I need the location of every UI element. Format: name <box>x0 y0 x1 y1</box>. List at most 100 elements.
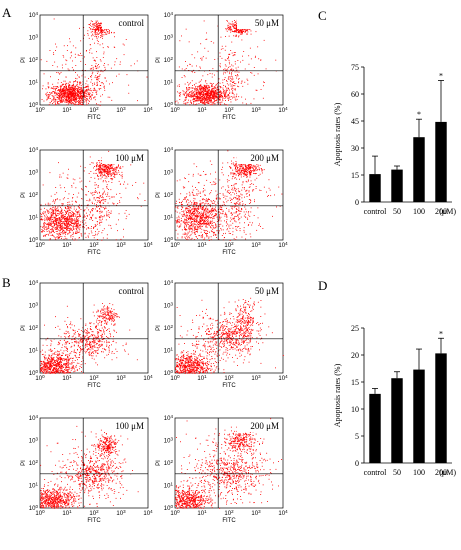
y-tick-label: 102 <box>29 56 39 65</box>
y-axis-label: PI <box>21 57 27 63</box>
y-axis-label: PI <box>21 192 27 198</box>
plot-label-background <box>237 285 281 297</box>
x-tick-label: 101 <box>62 106 72 115</box>
flow-plot-a-1: 50 μM 100 101 102 103 104 100 101 102 103 104 FITC P… <box>156 11 288 122</box>
plot-label: 100 μM <box>115 421 144 431</box>
x-tick-label: 102 <box>224 106 234 115</box>
flow-plot-a-3: 200 μM 100 101 102 103 104 100 101 102 103 104 FITC… <box>156 146 288 257</box>
x-unit-label: (μM) <box>439 207 456 216</box>
x-axis-label: FITC <box>222 518 236 524</box>
x-tick-label: 101 <box>62 509 72 518</box>
bar <box>391 378 403 463</box>
plot-label-background <box>102 420 146 432</box>
scatter-points <box>175 418 282 509</box>
y-tick-label: 10 <box>351 405 359 414</box>
plot-label-background <box>102 285 146 297</box>
x-tick-label: 103 <box>251 106 261 115</box>
y-tick-label: 100 <box>164 504 174 513</box>
x-axis-label: FITC <box>87 250 101 256</box>
x-tick-label: 100 <box>35 241 45 250</box>
y-tick-label: 101 <box>29 346 39 355</box>
bar-chart-c: 0 15 30 45 60 75 control 50 * 100 * 200(μM) Apoptosi… <box>333 63 456 216</box>
panel-letter-d: D <box>318 278 327 293</box>
x-tick-label: 103 <box>251 374 261 383</box>
y-tick-label: 75 <box>351 63 359 72</box>
y-tick-label: 104 <box>29 11 39 20</box>
y-tick-label: 100 <box>29 504 39 513</box>
y-axis-label: PI <box>21 460 27 466</box>
x-tick-label: 104 <box>143 509 153 518</box>
plot-label-background <box>102 152 146 164</box>
plot-label: 100 μM <box>115 153 144 163</box>
bar <box>413 137 425 202</box>
x-tick-label: 102 <box>224 241 234 250</box>
flow-plot-a-2: 100 μM 100 101 102 103 104 100 101 102 103 104 FITC… <box>21 146 153 257</box>
x-tick-label: 100 <box>35 509 45 518</box>
scatter-points <box>175 150 283 241</box>
flow-plot-b-3: 200 μM 100 101 102 103 104 100 101 102 103 104 FITC… <box>156 414 288 525</box>
x-tick-label: 100 <box>170 106 180 115</box>
y-tick-label: 101 <box>164 346 174 355</box>
x-axis-label: FITC <box>87 518 101 524</box>
x-tick-label: 102 <box>89 374 99 383</box>
x-axis-label: FITC <box>87 115 101 121</box>
bar <box>435 353 447 463</box>
y-axis-label: PI <box>21 325 27 331</box>
y-tick-label: 102 <box>164 191 174 200</box>
x-tick-label: 103 <box>251 241 261 250</box>
x-tick-label: 103 <box>116 374 126 383</box>
x-tick-label: 103 <box>116 509 126 518</box>
y-tick-label: 102 <box>29 459 39 468</box>
y-tick-label: 104 <box>29 146 39 155</box>
plot-label: 50 μM <box>255 18 279 28</box>
plot-label-background <box>237 152 281 164</box>
x-tick-label: 100 <box>170 374 180 383</box>
y-tick-label: 103 <box>29 301 39 310</box>
y-tick-label: 103 <box>29 33 39 42</box>
x-tick-label: 101 <box>62 374 72 383</box>
x-tick-label: 100 <box>35 374 45 383</box>
x-tick-label: 101 <box>197 106 207 115</box>
y-tick-label: 102 <box>164 324 174 333</box>
plot-label: control <box>119 286 145 296</box>
panel-letter-c: C <box>318 8 327 23</box>
x-tick-label: 102 <box>89 106 99 115</box>
y-tick-label: 104 <box>29 414 39 423</box>
x-tick-label: 104 <box>278 241 288 250</box>
y-tick-label: 103 <box>29 436 39 445</box>
y-tick-label: 102 <box>29 191 39 200</box>
x-axis-label: FITC <box>222 250 236 256</box>
panel-letter-a: A <box>2 5 12 20</box>
x-tick-label: 104 <box>278 509 288 518</box>
flow-plot-a-0: control 100 101 102 103 104 100 101 102 103 104 FIT… <box>21 11 153 122</box>
x-tick-label: 103 <box>116 106 126 115</box>
y-tick-label: 104 <box>164 414 174 423</box>
x-tick-label: 100 <box>170 241 180 250</box>
scatter-points <box>175 19 277 106</box>
plot-label: control <box>119 18 145 28</box>
y-axis-label: PI <box>156 57 162 63</box>
x-tick-label: control <box>364 468 387 477</box>
y-axis-title: Apoptosis rates (%) <box>333 102 342 166</box>
x-unit-label: (μM) <box>439 468 456 477</box>
x-tick-label: 104 <box>278 106 288 115</box>
x-tick-label: 104 <box>143 241 153 250</box>
plot-frame <box>174 282 284 374</box>
y-tick-label: 102 <box>29 324 39 333</box>
y-tick-label: 0 <box>355 459 359 468</box>
x-tick-label: 102 <box>89 241 99 250</box>
plot-label-background <box>237 17 281 29</box>
x-tick-label: 104 <box>143 374 153 383</box>
plot-label-background <box>102 17 146 29</box>
bar-chart-d: 0 5 10 15 20 25 control 50 100 * 200(μM) Apoptosis … <box>333 324 456 477</box>
y-tick-label: 0 <box>355 198 359 207</box>
y-tick-label: 101 <box>164 481 174 490</box>
y-tick-label: 45 <box>351 117 359 126</box>
y-tick-label: 100 <box>164 236 174 245</box>
y-tick-label: 101 <box>29 481 39 490</box>
y-tick-label: 101 <box>164 78 174 87</box>
y-tick-label: 100 <box>164 101 174 110</box>
y-tick-label: 25 <box>351 324 359 333</box>
y-tick-label: 5 <box>355 432 359 441</box>
plot-label: 200 μM <box>250 153 279 163</box>
